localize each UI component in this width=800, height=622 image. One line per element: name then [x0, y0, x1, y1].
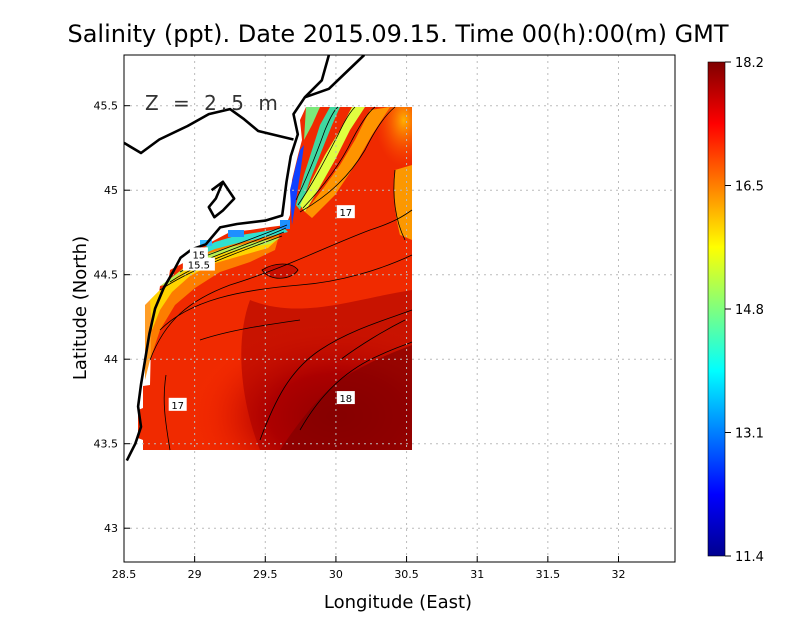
colorbar-tick-label: 13.1 [735, 427, 764, 442]
contour-line [259, 309, 413, 441]
grid-layer [124, 55, 675, 562]
contour-line [302, 106, 376, 209]
salinity-field [138, 106, 413, 451]
x-tick-label: 31 [470, 568, 484, 581]
x-tick-label: 29 [188, 568, 202, 581]
contour-label: 17 [171, 401, 184, 412]
salinity-fresh-cell [280, 220, 290, 229]
x-tick-label: 30 [329, 568, 343, 581]
contour-label-box [168, 397, 187, 411]
salinity-fresh-cell [228, 230, 244, 237]
contour-line [393, 169, 406, 241]
colorbar [707, 61, 726, 557]
salinity-eddy [262, 264, 298, 279]
salinity-danube-plume [296, 107, 340, 210]
colorbar-tick-label: 11.4 [735, 550, 764, 565]
x-axis-ticks: 28.5 29 29.5 30 30.5 31 31.5 32 [112, 556, 625, 581]
contour-line [297, 106, 356, 206]
salinity-plume-orange [305, 107, 390, 218]
y-tick-label: 45 [104, 184, 118, 197]
coastline-segment [125, 55, 331, 462]
y-axis-ticks: 43 43.5 44 44.5 45 45.5 [94, 100, 130, 535]
y-axis-label: Latitude (North) [70, 236, 91, 380]
contour-label-box [336, 205, 355, 219]
contour-label: 15 [193, 250, 206, 261]
contour-line [169, 231, 285, 283]
contour-label-box [336, 391, 355, 405]
contour-line [261, 263, 299, 279]
y-tick-label: 44 [104, 353, 118, 366]
coastline-segment [207, 180, 236, 219]
coastline-layer [124, 55, 366, 462]
x-tick-label: 30.5 [394, 568, 419, 581]
y-tick-label: 44.5 [94, 269, 119, 282]
contour-label-box [182, 257, 215, 271]
x-tick-label: 29.5 [253, 568, 278, 581]
contour-lines [149, 106, 413, 451]
x-axis-label: Longitude (East) [324, 592, 472, 613]
x-tick-label: 32 [611, 568, 625, 581]
salinity-orange-zone [330, 107, 412, 240]
coastline-segment [124, 107, 294, 155]
x-tick-label: 31.5 [536, 568, 561, 581]
coastline-segment [304, 55, 366, 99]
chart-title: Salinity (ppt). Date 2015.09.15. Time 00… [67, 20, 728, 48]
contour-label: 15.5 [188, 261, 210, 272]
contour-line [159, 254, 413, 331]
depth-annotation: Z = 2.5 m [145, 91, 282, 115]
salinity-shelf-green [160, 238, 280, 286]
colorbar-tick-label: 14.8 [735, 303, 764, 318]
y-tick-label: 45.5 [94, 100, 119, 113]
salinity-plume-yellow [300, 107, 365, 212]
y-tick-label: 43.5 [94, 438, 119, 451]
colorbar-tick-label: 18.2 [735, 56, 764, 71]
plot-border [123, 54, 676, 563]
contour-label: 18 [339, 394, 352, 405]
salinity-yellow-patch [393, 165, 412, 240]
salinity-shelf-cyan [186, 228, 288, 262]
contour-line [339, 319, 406, 361]
contour-label-box [189, 247, 208, 261]
salinity-north-cell [304, 107, 320, 140]
contour-line [299, 341, 413, 431]
contour-line [299, 106, 396, 213]
contour-label: 17 [339, 208, 352, 219]
contour-labels: 17 17 18 15.515 [168, 205, 355, 412]
y-tick-label: 43 [104, 522, 118, 535]
salinity-danube-outflow [290, 145, 304, 225]
colorbar-ticks: 18.2 16.5 14.8 13.1 11.4 [725, 56, 764, 565]
contour-line [163, 374, 171, 451]
colorbar-tick-label: 16.5 [735, 180, 764, 195]
x-tick-label: 28.5 [112, 568, 137, 581]
contour-line [199, 319, 301, 341]
contour-line [295, 106, 339, 201]
